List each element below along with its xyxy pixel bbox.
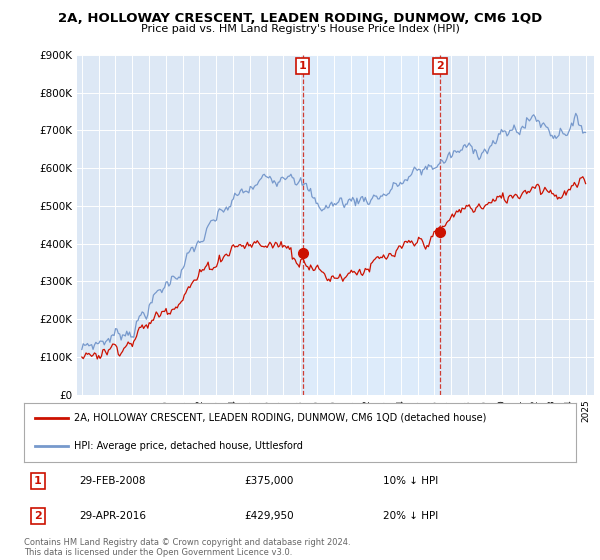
- Text: Price paid vs. HM Land Registry's House Price Index (HPI): Price paid vs. HM Land Registry's House …: [140, 24, 460, 34]
- Text: 10% ↓ HPI: 10% ↓ HPI: [383, 475, 438, 486]
- Text: 2: 2: [34, 511, 41, 521]
- Text: 2A, HOLLOWAY CRESCENT, LEADEN RODING, DUNMOW, CM6 1QD: 2A, HOLLOWAY CRESCENT, LEADEN RODING, DU…: [58, 12, 542, 25]
- Text: HPI: Average price, detached house, Uttlesford: HPI: Average price, detached house, Uttl…: [74, 441, 302, 451]
- Text: £429,950: £429,950: [245, 511, 295, 521]
- Text: 1: 1: [299, 61, 307, 71]
- Text: 2A, HOLLOWAY CRESCENT, LEADEN RODING, DUNMOW, CM6 1QD (detached house): 2A, HOLLOWAY CRESCENT, LEADEN RODING, DU…: [74, 413, 486, 423]
- Bar: [303, 55, 440, 395]
- Text: 2: 2: [436, 61, 444, 71]
- Text: 1: 1: [34, 475, 41, 486]
- Text: 29-APR-2016: 29-APR-2016: [79, 511, 146, 521]
- Text: Contains HM Land Registry data © Crown copyright and database right 2024.
This d: Contains HM Land Registry data © Crown c…: [24, 538, 350, 557]
- Text: £375,000: £375,000: [245, 475, 294, 486]
- Text: 20% ↓ HPI: 20% ↓ HPI: [383, 511, 438, 521]
- Text: 29-FEB-2008: 29-FEB-2008: [79, 475, 146, 486]
